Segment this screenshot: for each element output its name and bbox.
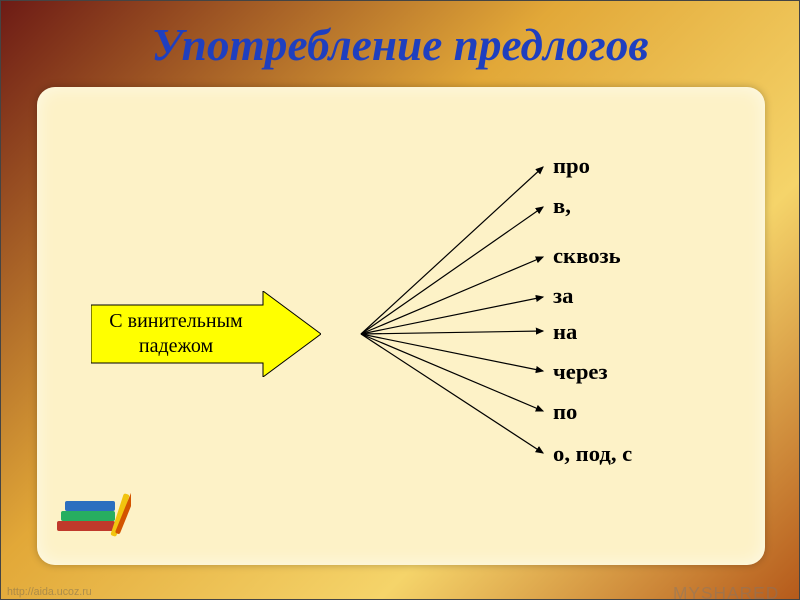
preposition-item: в, <box>553 193 571 219</box>
ray-line <box>361 167 543 334</box>
preposition-item: о, под, с <box>553 441 632 467</box>
watermark-myshared: MYSHARED <box>673 583 779 604</box>
case-label-line2: падежом <box>139 335 243 357</box>
preposition-item: за <box>553 283 573 309</box>
slide-frame: Употребление предлогов С винительным пад… <box>0 0 800 600</box>
watermark-source-url: http://aida.ucoz.ru <box>7 586 92 598</box>
case-label: С винительным падежом <box>109 309 302 359</box>
case-label-line1: С винительным <box>109 310 272 332</box>
preposition-item: на <box>553 319 577 345</box>
ray-line <box>361 257 543 334</box>
preposition-item: про <box>553 153 590 179</box>
preposition-item: по <box>553 399 577 425</box>
ray-line <box>361 334 543 411</box>
preposition-item: сквозь <box>553 243 621 269</box>
ray-line <box>361 331 543 334</box>
books-icon <box>53 487 131 547</box>
preposition-item: через <box>553 359 608 385</box>
ray-line <box>361 334 543 453</box>
